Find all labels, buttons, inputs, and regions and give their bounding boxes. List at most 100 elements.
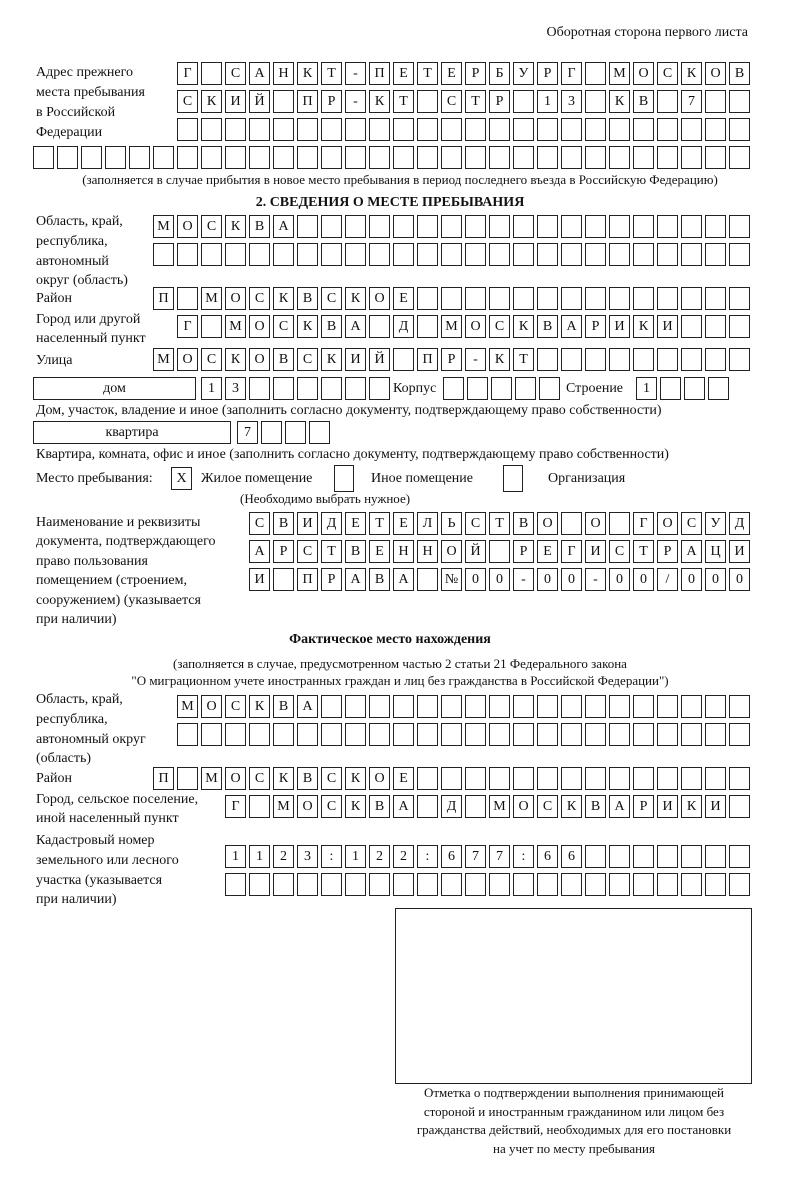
apt-type-field[interactable]: квартира [33,421,231,444]
char-cell[interactable] [681,723,702,746]
char-cell[interactable] [393,695,414,718]
char-cell[interactable] [537,723,558,746]
char-cell[interactable] [417,243,438,266]
char-cell[interactable] [225,723,246,746]
char-cell[interactable] [249,243,270,266]
char-cell[interactable] [681,315,702,338]
char-cell[interactable]: М [201,767,222,790]
char-cell[interactable] [681,767,702,790]
char-cell[interactable] [681,243,702,266]
char-cell[interactable] [585,62,606,85]
char-cell[interactable]: 2 [369,845,390,868]
char-cell[interactable] [393,118,414,141]
char-cell[interactable] [729,243,750,266]
char-cell[interactable] [633,695,654,718]
char-cell[interactable] [105,146,126,169]
char-cell[interactable]: О [177,348,198,371]
char-cell[interactable]: Т [633,540,654,563]
char-cell[interactable]: 0 [537,568,558,591]
char-cell[interactable]: : [417,845,438,868]
char-cell[interactable]: В [345,540,366,563]
char-cell[interactable]: Г [561,540,582,563]
char-cell[interactable]: Р [585,315,606,338]
char-cell[interactable]: С [321,287,342,310]
char-cell[interactable]: Т [417,62,438,85]
char-cell[interactable]: О [177,215,198,238]
char-cell[interactable] [321,695,342,718]
char-cell[interactable] [369,315,390,338]
char-cell[interactable] [609,118,630,141]
char-cell[interactable] [561,118,582,141]
char-cell[interactable] [705,215,726,238]
char-cell[interactable] [561,146,582,169]
char-cell[interactable] [515,377,536,400]
char-cell[interactable] [729,873,750,896]
char-cell[interactable] [633,845,654,868]
char-cell[interactable] [489,873,510,896]
char-cell[interactable]: - [585,568,606,591]
char-cell[interactable] [297,118,318,141]
char-cell[interactable] [561,723,582,746]
char-cell[interactable]: Р [441,348,462,371]
char-cell[interactable]: С [609,540,630,563]
char-cell[interactable]: О [465,315,486,338]
char-cell[interactable] [705,118,726,141]
char-cell[interactable] [393,723,414,746]
char-cell[interactable] [609,845,630,868]
char-cell[interactable] [285,421,306,444]
char-cell[interactable] [489,118,510,141]
char-cell[interactable] [729,348,750,371]
char-cell[interactable]: В [273,512,294,535]
char-cell[interactable]: А [297,695,318,718]
char-cell[interactable] [537,146,558,169]
char-cell[interactable] [585,146,606,169]
char-cell[interactable] [513,146,534,169]
char-cell[interactable] [441,287,462,310]
char-cell[interactable]: 1 [249,845,270,868]
char-cell[interactable] [633,146,654,169]
char-cell[interactable]: Е [393,287,414,310]
char-cell[interactable] [273,723,294,746]
char-cell[interactable] [729,146,750,169]
char-cell[interactable]: 3 [297,845,318,868]
char-cell[interactable]: Ь [441,512,462,535]
char-cell[interactable] [57,146,78,169]
char-cell[interactable] [369,243,390,266]
char-cell[interactable]: 7 [237,421,258,444]
char-cell[interactable] [633,215,654,238]
char-cell[interactable]: Р [657,540,678,563]
char-cell[interactable]: К [225,348,246,371]
char-cell[interactable] [561,243,582,266]
char-cell[interactable] [273,90,294,113]
char-cell[interactable]: В [729,62,750,85]
char-cell[interactable] [225,873,246,896]
char-cell[interactable] [684,377,705,400]
char-cell[interactable] [465,287,486,310]
char-cell[interactable]: М [153,215,174,238]
char-cell[interactable] [561,512,582,535]
char-cell[interactable] [249,723,270,746]
char-cell[interactable]: И [657,795,678,818]
char-cell[interactable]: Т [465,90,486,113]
char-cell[interactable] [633,873,654,896]
char-cell[interactable]: О [297,795,318,818]
char-cell[interactable] [729,723,750,746]
char-cell[interactable] [657,723,678,746]
char-cell[interactable] [489,215,510,238]
char-cell[interactable]: - [345,62,366,85]
char-cell[interactable] [153,146,174,169]
char-cell[interactable] [201,118,222,141]
char-cell[interactable]: Т [393,90,414,113]
char-cell[interactable]: / [657,568,678,591]
char-cell[interactable]: О [225,287,246,310]
char-cell[interactable] [369,215,390,238]
char-cell[interactable] [681,845,702,868]
char-cell[interactable]: 1 [345,845,366,868]
char-cell[interactable]: № [441,568,462,591]
char-cell[interactable]: - [513,568,534,591]
char-cell[interactable]: А [609,795,630,818]
char-cell[interactable] [513,873,534,896]
char-cell[interactable] [585,90,606,113]
char-cell[interactable] [729,695,750,718]
char-cell[interactable]: В [633,90,654,113]
